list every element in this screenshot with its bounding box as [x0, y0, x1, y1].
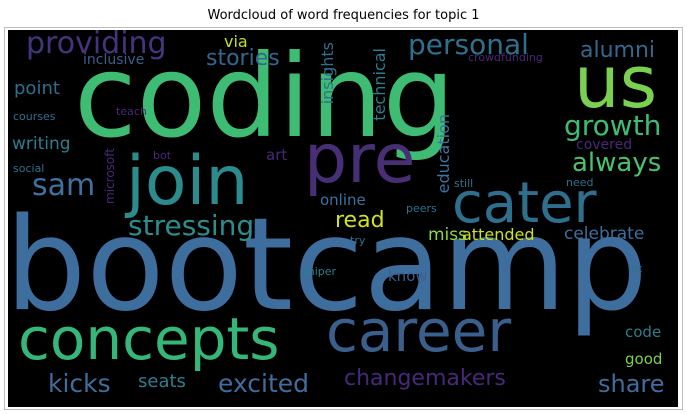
word-seats: seats — [138, 371, 186, 392]
word-coding: coding — [74, 30, 456, 163]
word-still: still — [454, 177, 474, 190]
word-join: join — [126, 142, 249, 221]
word-stressing: stressing — [128, 209, 255, 242]
word-kicks: kicks — [48, 369, 111, 398]
word-teach: teach — [116, 105, 147, 118]
word-always: always — [572, 148, 662, 178]
word-point: point — [14, 78, 60, 99]
word-read: read — [335, 208, 385, 233]
word-excited: excited — [218, 369, 310, 398]
word-bootcamp: bootcamp — [8, 191, 648, 340]
word-bot: bot — [153, 149, 172, 162]
word-career: career — [326, 297, 512, 365]
word-pre: pre — [304, 120, 416, 199]
word-crowdfunding: crowdfunding — [468, 51, 543, 64]
word-cater: cater — [452, 171, 597, 236]
word-miss: miss — [428, 225, 467, 245]
chart-title: Wordcloud of word frequencies for topic … — [207, 8, 480, 23]
word-growth: growth — [564, 109, 662, 142]
word-sniper: sniper — [302, 265, 337, 278]
wordcloud-canvas: coding bootcamp us pre join cater concep… — [8, 30, 678, 407]
word-sam: sam — [32, 168, 96, 203]
word-need: need — [566, 176, 594, 189]
word-share: share — [598, 370, 665, 398]
word-education: education — [434, 114, 453, 194]
word-technical: technical — [370, 48, 389, 121]
word-lot: lot — [628, 262, 643, 275]
word-inclusive: inclusive — [83, 52, 145, 68]
word-insights: insights — [318, 42, 337, 105]
word-online: online — [320, 191, 366, 209]
word-art: art — [266, 146, 288, 164]
word-via: via — [224, 32, 248, 51]
word-covered: covered — [576, 137, 633, 153]
word-concepts: concepts — [18, 305, 280, 373]
word-providing: providing — [26, 30, 167, 61]
word-know: know — [388, 267, 428, 285]
word-peers: peers — [406, 202, 437, 215]
word-try: try — [350, 234, 366, 247]
word-celebrate: celebrate — [564, 224, 645, 244]
word-writing: writing — [12, 134, 71, 154]
word-stories: stories — [206, 46, 280, 71]
word-social: social — [13, 162, 45, 175]
word-changemakers: changemakers — [344, 366, 506, 391]
word-alumni: alumni — [580, 38, 656, 63]
word-attended: attended — [462, 225, 535, 244]
word-good: good — [625, 350, 663, 368]
word-courses: courses — [13, 110, 56, 123]
word-us: us — [574, 40, 658, 124]
word-microsoft: microsoft — [103, 148, 117, 204]
word-personal: personal — [408, 30, 529, 61]
word-code: code — [625, 323, 662, 341]
